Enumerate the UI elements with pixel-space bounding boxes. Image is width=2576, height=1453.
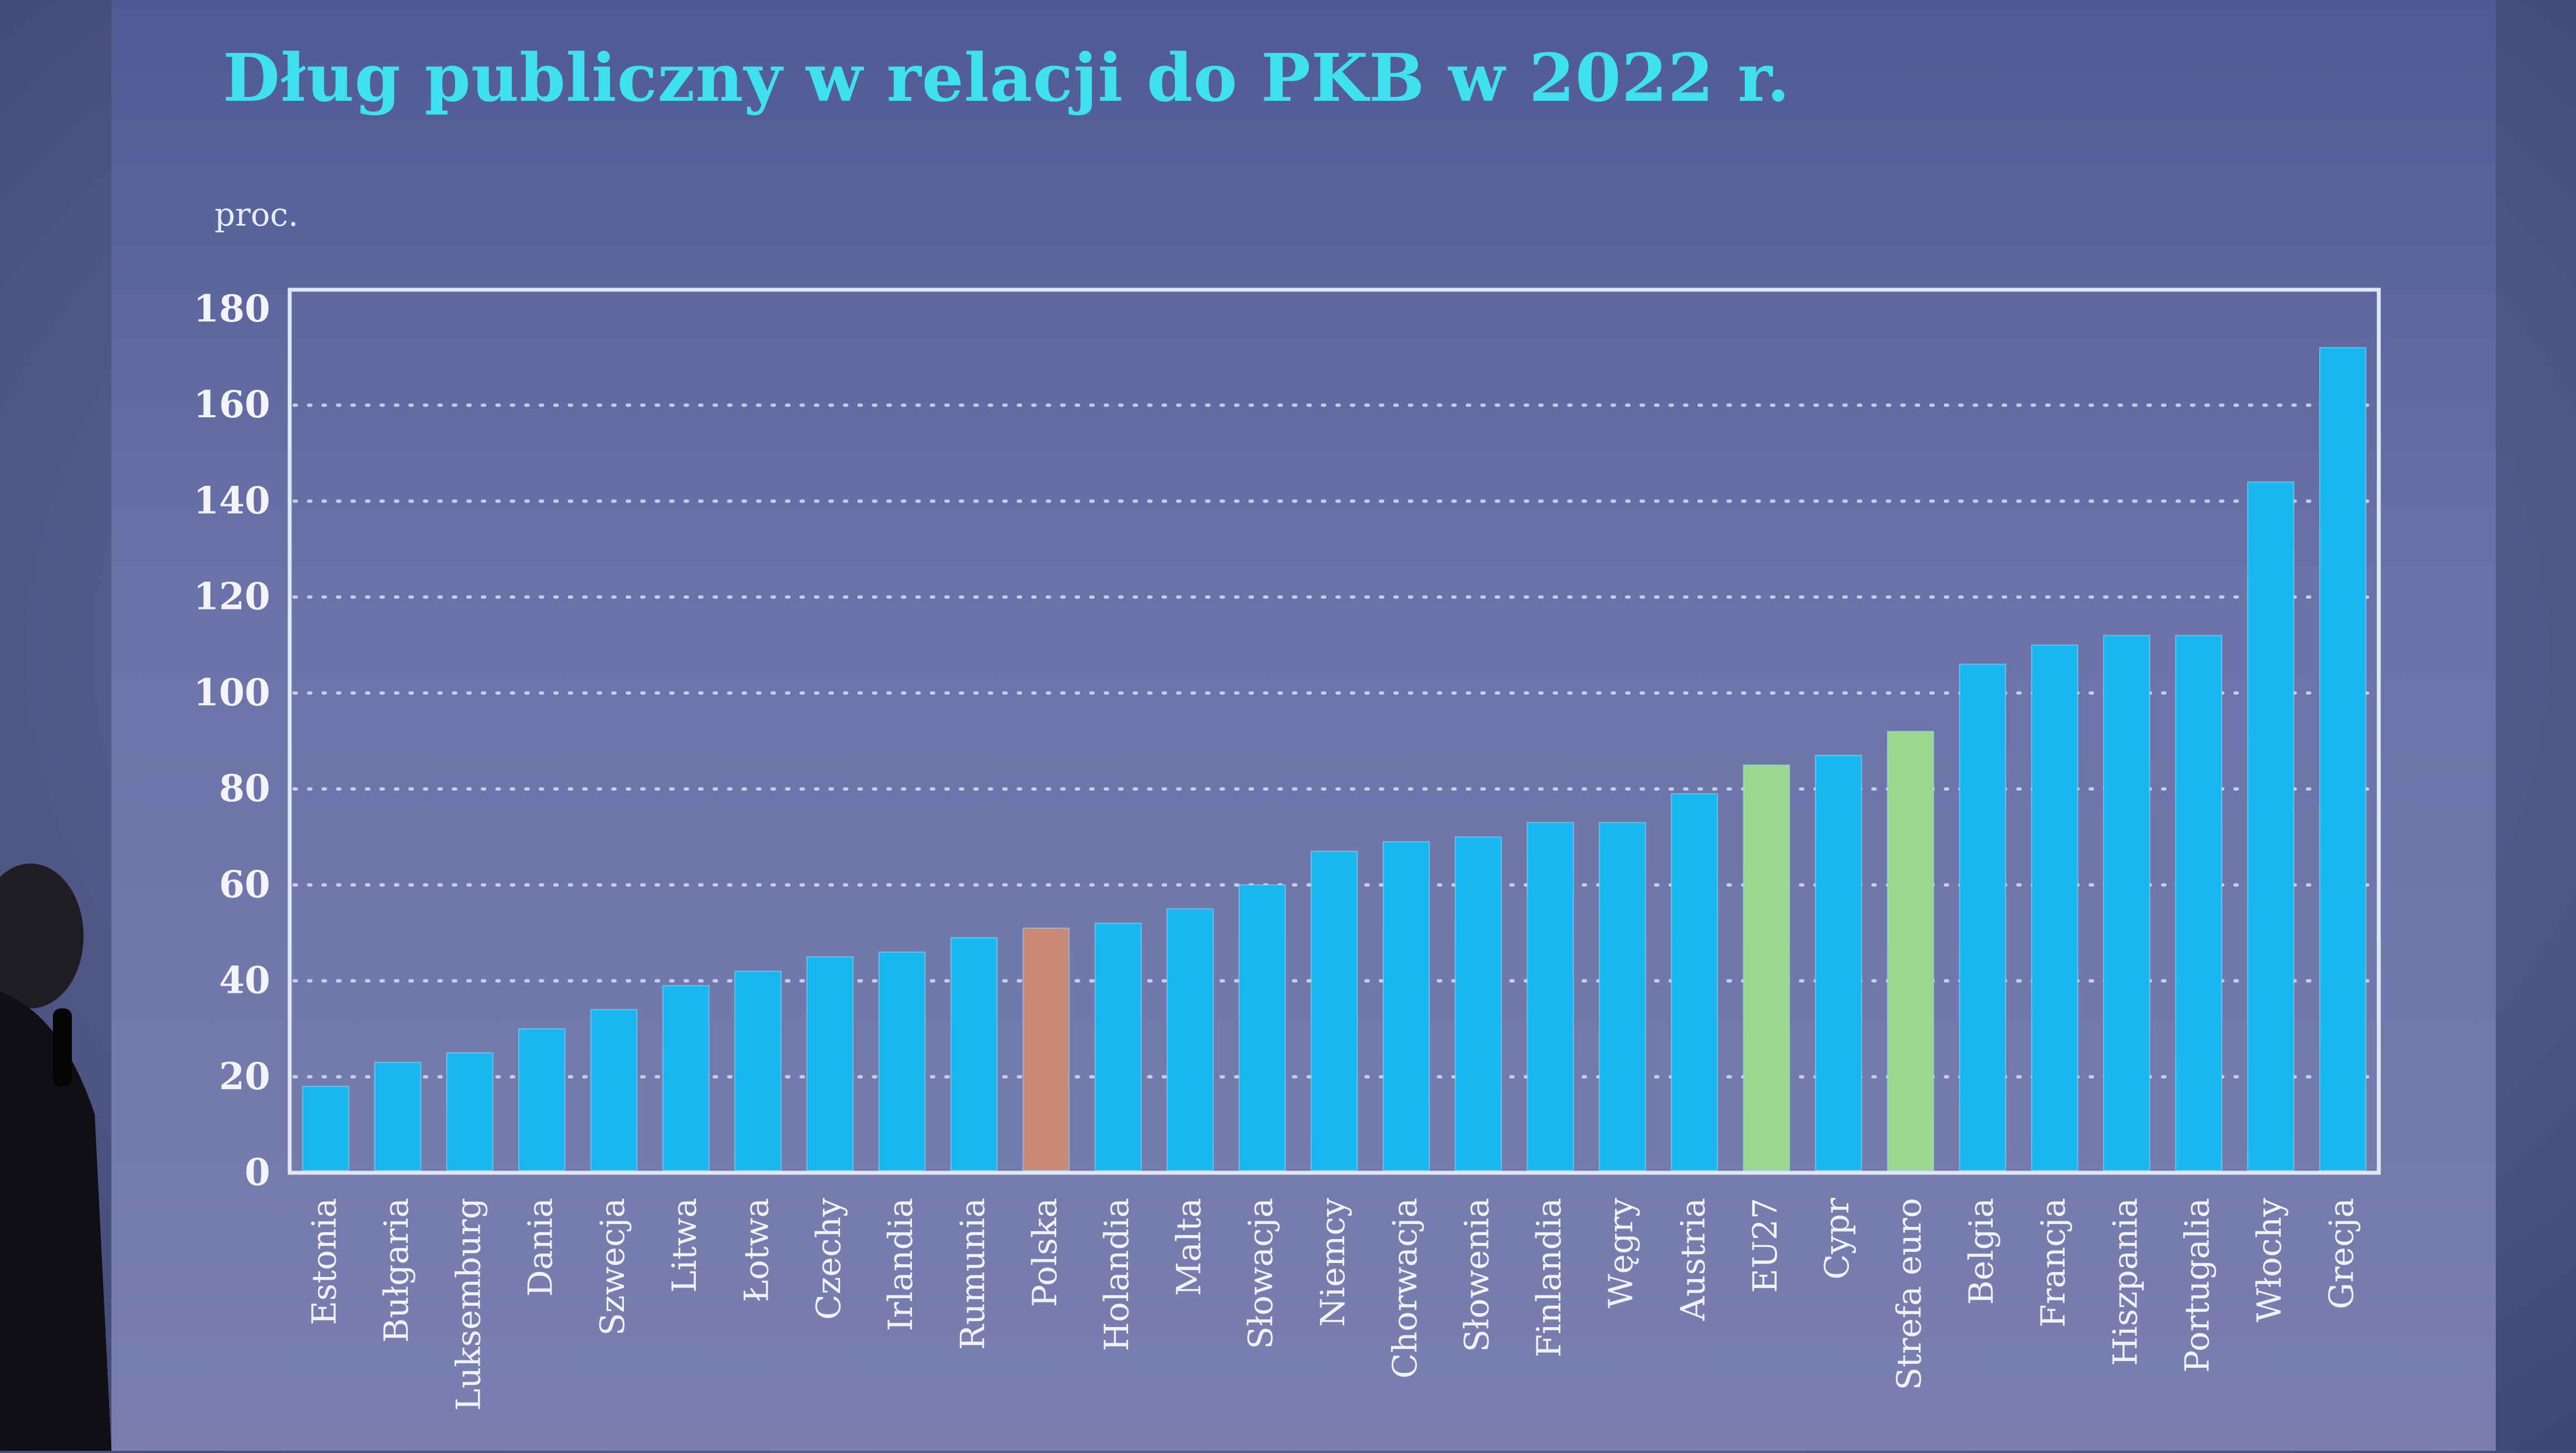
chart-title: Dług publiczny w relacji do PKB w 2022 r… [223,39,1790,116]
bar-11 [1094,923,1142,1171]
presenter-silhouette [0,847,111,1451]
y-tick-label-0: 0 [245,1150,270,1194]
x-tick-label-5: Litwa [665,1198,704,1293]
x-tick-label-27: Włochy [2250,1198,2289,1322]
y-axis-ticks: 0 20 40 60 80 100 120 140 160 180 [193,287,270,1194]
bar-24 [2031,644,2079,1172]
bar-19 [1671,793,1718,1171]
x-tick-label-23: Belgia [1962,1198,2001,1305]
y-tick-label-4: 80 [219,767,270,810]
y-tick-label-1: 20 [219,1055,270,1098]
bar-7 [806,956,854,1171]
bar-23 [1959,664,2007,1171]
x-tick-label-9: Rumunia [953,1198,992,1350]
y-tick-label-5: 100 [193,671,270,714]
x-tick-label-7: Czechy [809,1198,848,1320]
bar-17 [1526,822,1574,1171]
bar-25 [2103,635,2150,1171]
x-tick-label-16: Słowenia [1458,1198,1497,1352]
x-tick-label-4: Szwecja [593,1198,632,1336]
x-tick-label-3: Dania [521,1198,560,1296]
bar-26 [2175,635,2223,1171]
presenter-body [0,992,111,1451]
bar-27 [2247,481,2295,1171]
y-axis-label: proc. [214,196,299,233]
y-tick-label-2: 40 [219,959,270,1002]
presentation-slide [111,0,2496,1451]
bar-6 [734,971,782,1172]
x-tick-label-14: Niemcy [1314,1198,1353,1327]
x-tick-label-11: Holandia [1097,1198,1136,1351]
x-tick-label-1: Bułgaria [377,1198,416,1343]
y-tick-label-9: 180 [193,287,270,330]
x-tick-label-24: Francja [2034,1198,2073,1328]
bar-20 [1743,764,1790,1171]
x-tick-label-2: Luksemburg [449,1198,488,1411]
bar-5 [662,985,710,1171]
microphone-icon [53,1008,72,1086]
bar-16 [1455,836,1502,1171]
x-tick-label-21: Cypr [1818,1198,1857,1280]
bars [302,347,2367,1172]
bar-3 [518,1028,565,1171]
x-tick-label-28: Grecja [2322,1198,2361,1309]
bar-0 [302,1086,350,1171]
x-tick-label-22: Strefa euro [1890,1198,1929,1390]
y-tick-label-7: 140 [193,479,270,522]
x-tick-label-19: Austria [1674,1198,1713,1322]
bar-8 [878,951,926,1172]
x-tick-label-25: Hiszpania [2106,1198,2145,1366]
bar-15 [1382,841,1430,1172]
bar-18 [1598,822,1646,1171]
grid-lines [292,403,2376,1079]
x-tick-label-12: Malta [1169,1198,1208,1296]
bar-10 [1022,927,1070,1172]
bar-12 [1167,908,1214,1172]
bar-13 [1238,884,1286,1172]
bar-4 [590,1009,638,1171]
plot-frame [287,287,2381,1175]
y-tick-label-8: 160 [193,383,270,426]
y-tick-label-6: 120 [193,575,270,618]
x-tick-label-0: Estonia [305,1198,344,1325]
x-tick-label-15: Chorwacja [1385,1198,1424,1378]
x-tick-label-8: Irlandia [881,1198,920,1331]
bar-2 [446,1052,494,1171]
x-tick-label-6: Łotwa [738,1198,777,1303]
x-tick-label-26: Portugalia [2178,1198,2217,1373]
x-tick-label-17: Finlandia [1530,1198,1569,1357]
bar-9 [950,937,998,1171]
bar-14 [1310,851,1358,1171]
y-tick-label-3: 60 [219,862,270,906]
bar-1 [374,1061,422,1172]
x-tick-label-10: Polska [1026,1198,1065,1307]
bar-21 [1814,754,1862,1172]
x-tick-label-18: Węgry [1602,1198,1641,1308]
presenter-head [0,864,84,1008]
x-tick-label-20: EU27 [1746,1198,1785,1293]
x-tick-label-13: Słowacja [1242,1198,1281,1349]
bar-22 [1887,730,1934,1172]
x-axis-labels: Estonia Bułgaria Luksemburg Dania Szwecja Lit… [305,1198,2362,1411]
bar-28 [2319,347,2367,1171]
